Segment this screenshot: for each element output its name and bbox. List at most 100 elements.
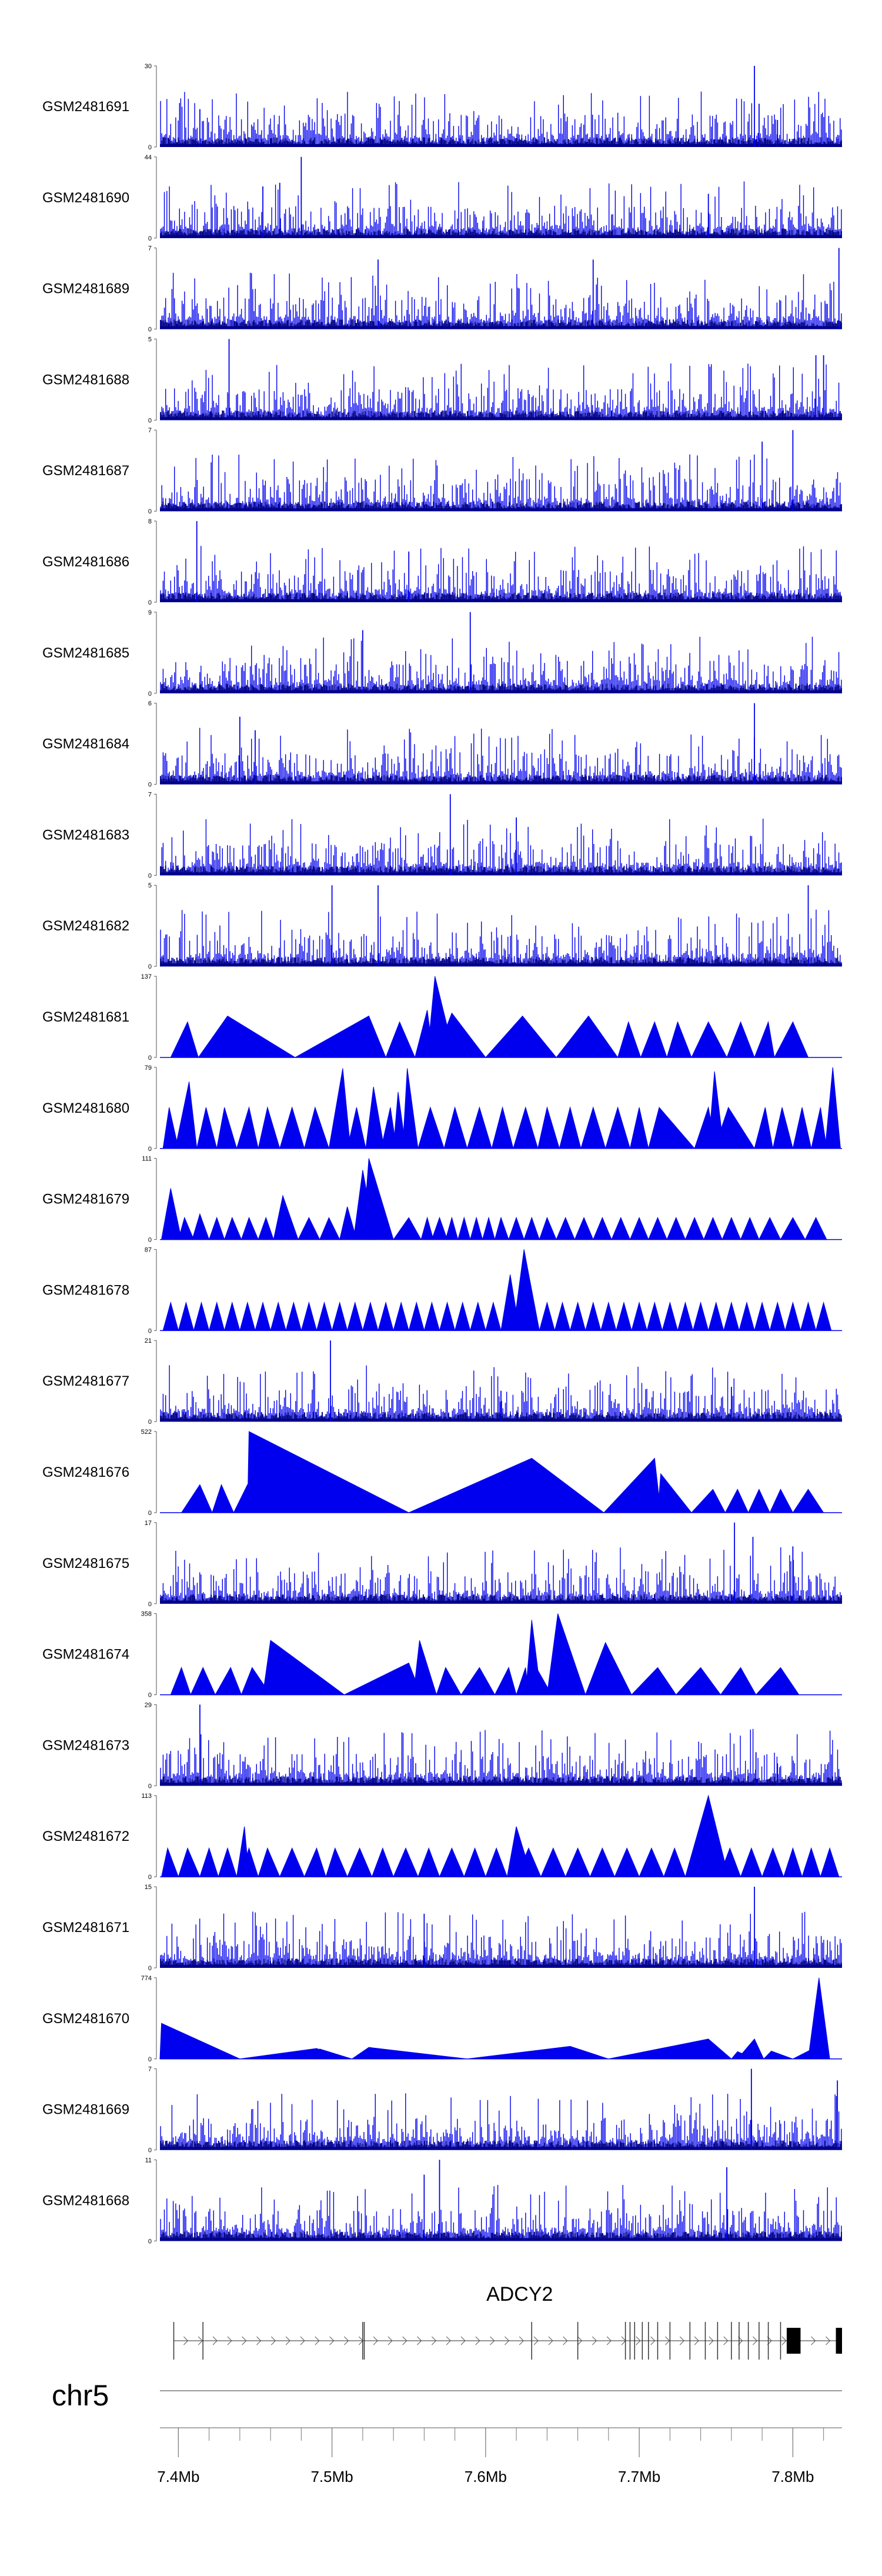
y-max-label: 8 (148, 518, 152, 525)
peak-triangle (556, 1217, 576, 1240)
track-label: GSM2481668 (42, 2193, 129, 2208)
peak-triangle (218, 1847, 238, 1877)
peak-triangle (574, 1217, 594, 1240)
y-max-label: 5 (148, 882, 152, 889)
peak-triangle (162, 1107, 179, 1149)
peak-triangle (413, 1640, 437, 1696)
strand-arrow (402, 2336, 407, 2345)
strand-arrow (344, 2336, 349, 2345)
track-label: GSM2481671 (42, 1920, 129, 1936)
track-label: GSM2481691 (42, 99, 129, 115)
peak-triangle (178, 1216, 195, 1240)
signal-floor (160, 1783, 842, 1786)
peak-triangle (190, 1667, 216, 1696)
peak-triangle (470, 1301, 486, 1331)
track-GSM2481670: GSM2481670 774 0 (42, 1975, 842, 2063)
strand-arrow (767, 2336, 772, 2345)
peak-triangle (325, 1847, 348, 1877)
peak-triangle (723, 1301, 740, 1331)
peak-triangle (584, 1641, 632, 1696)
y-max-label: 113 (141, 1793, 152, 1800)
track-GSM2481682: GSM2481682 5 0 (42, 882, 842, 970)
y-max-label: 11 (145, 2157, 152, 2164)
peak-triangle (648, 1106, 696, 1149)
y-min-label: 0 (148, 1237, 152, 1244)
genome-axis: chr5 7.4Mb 7.5Mb 7.6Mb 7.7Mb 7.8Mb (52, 2379, 842, 2485)
peak-triangle (199, 1847, 219, 1877)
peak-triangle (537, 1106, 560, 1149)
track-GSM2481689: GSM2481689 7 0 (42, 245, 842, 333)
signal-floor (160, 781, 842, 785)
gene-track: ADCY2 (173, 2283, 842, 2360)
strand-arrow (606, 2336, 612, 2345)
peak-triangle (347, 1107, 366, 1149)
signal-floor (160, 417, 842, 421)
signal-floor (160, 872, 842, 876)
peak-triangle (739, 1301, 755, 1331)
y-min-label: 0 (148, 1419, 152, 1426)
peak-triangle (377, 1301, 394, 1331)
peak-triangle (684, 1217, 704, 1240)
peak-triangle (262, 1640, 346, 1696)
peak-triangle (485, 1015, 557, 1058)
y-min-label: 0 (148, 2147, 152, 2154)
track-GSM2481671: GSM2481671 15 0 (42, 1884, 842, 1972)
peak-triangle (508, 1216, 524, 1240)
track-label: GSM2481675 (42, 1556, 129, 1571)
peak-triangle (677, 1301, 694, 1331)
y-min-label: 0 (148, 782, 152, 789)
peak-triangle (439, 1847, 465, 1877)
coding-exon-block (836, 2328, 842, 2354)
signal-bars (160, 91, 842, 147)
chromosome-label: chr5 (52, 2379, 109, 2412)
track-GSM2481681: GSM2481681 137 0 (42, 973, 842, 1062)
peak-triangle (708, 1301, 724, 1331)
peak-triangle (365, 1086, 385, 1149)
track-label: GSM2481676 (42, 1464, 129, 1480)
peak-triangle (216, 1107, 238, 1149)
peak-triangle (539, 1301, 556, 1331)
y-min-label: 0 (148, 326, 152, 333)
y-max-label: 79 (145, 1065, 152, 1072)
strand-arrow (577, 2336, 583, 2345)
track-label: GSM2481669 (42, 2102, 129, 2118)
track-label: GSM2481683 (42, 827, 129, 843)
peak-triangle (546, 1613, 586, 1696)
y-max-label: 358 (141, 1611, 152, 1618)
peak-triangle (611, 1217, 631, 1240)
peak-triangle (662, 1301, 679, 1331)
peak-triangle (161, 1188, 182, 1240)
peak-triangle (193, 1301, 210, 1331)
peak-triangle (703, 1217, 723, 1240)
peak-triangle (580, 1106, 606, 1149)
peak-triangle (774, 1021, 809, 1058)
strand-arrow (460, 2336, 466, 2345)
track-GSM2481688: GSM2481688 5 0 (42, 336, 842, 424)
peak-triangle (436, 1667, 462, 1696)
y-min-label: 0 (148, 1965, 152, 1972)
y-min-label: 0 (148, 1146, 152, 1153)
strand-arrow (636, 2336, 641, 2345)
peak-triangle (648, 1217, 667, 1240)
peak-triangle (279, 1106, 305, 1149)
y-min-label: 0 (148, 1055, 152, 1062)
y-min-label: 0 (148, 2056, 152, 2063)
peak-triangle (443, 1106, 468, 1149)
peak-triangle (457, 1216, 471, 1240)
peak-triangle (721, 1217, 741, 1240)
peak-triangle (608, 2038, 733, 2060)
peak-triangle (303, 1847, 326, 1877)
strand-arrow (753, 2336, 758, 2345)
signal-floor (160, 326, 842, 329)
gene-name-label: ADCY2 (486, 2283, 553, 2305)
track-GSM2481669: GSM2481669 7 0 (42, 2066, 842, 2154)
y-max-label: 87 (145, 1246, 152, 1253)
strand-arrow (387, 2336, 393, 2345)
track-label: GSM2481672 (42, 1828, 129, 1844)
track-label: GSM2481688 (42, 372, 129, 388)
y-min-label: 0 (148, 1327, 152, 1334)
peak-triangle (614, 1847, 640, 1877)
signal-floor (160, 1600, 842, 1604)
signal-bars (160, 728, 842, 785)
